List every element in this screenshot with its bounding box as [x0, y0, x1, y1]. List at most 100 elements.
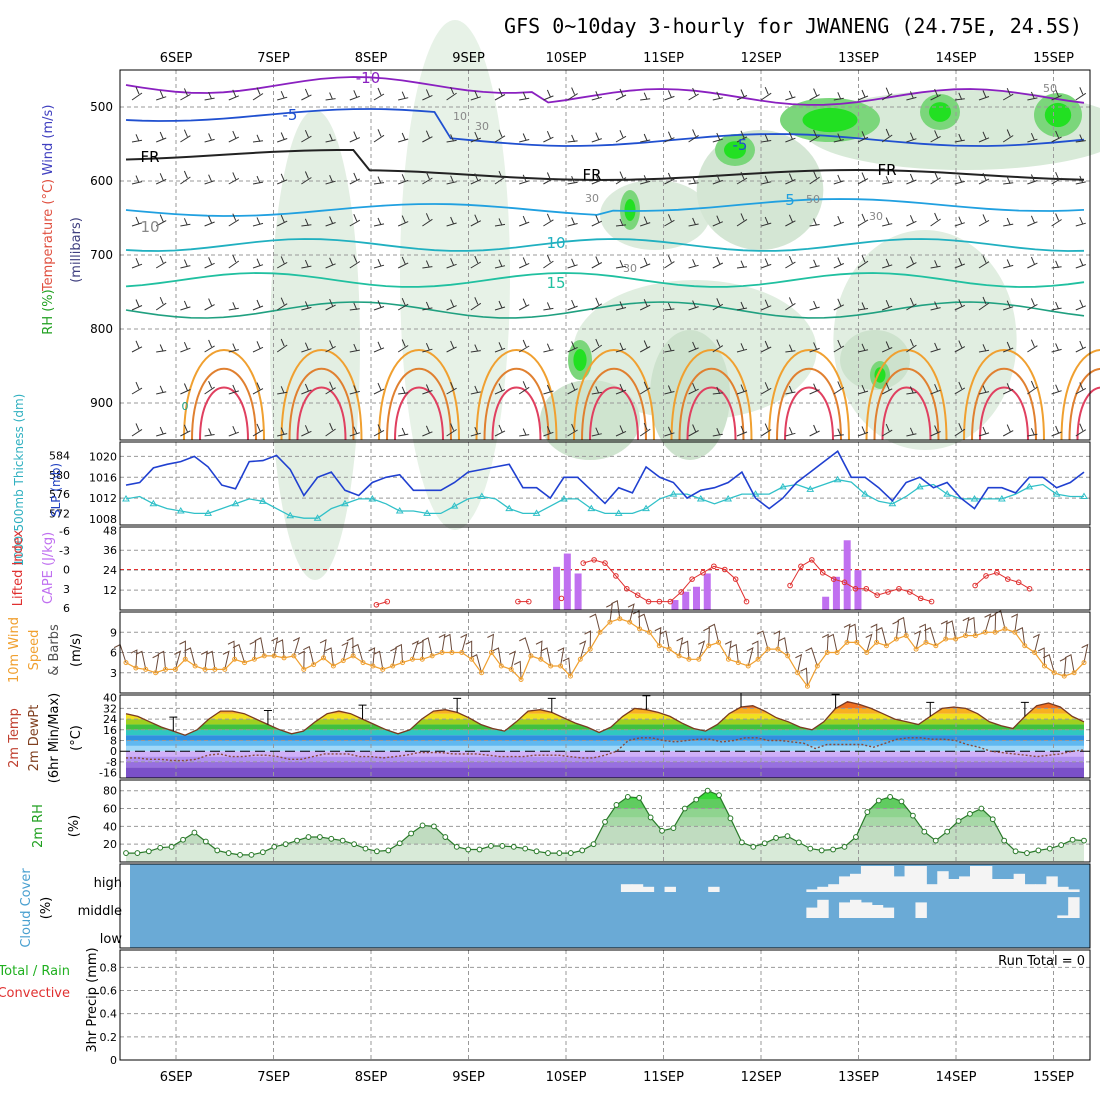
wind-barb-10m	[729, 643, 739, 663]
wind-barb	[761, 134, 772, 143]
contour-label: FR	[877, 161, 896, 179]
wind-barb	[204, 257, 215, 269]
wind-barb	[543, 302, 554, 311]
thickness-marker	[532, 509, 541, 516]
contour-label: FR	[140, 148, 159, 166]
precip-frame	[119, 949, 1091, 1061]
wind-marker	[874, 639, 880, 645]
wind-barb	[180, 170, 191, 185]
wind-barb-10m	[914, 630, 921, 650]
wind-barb	[1051, 425, 1062, 437]
thickness-marker	[423, 509, 431, 516]
thickness-marker	[204, 509, 212, 516]
wind-barb	[156, 131, 167, 143]
wind-barb	[228, 426, 239, 437]
wind-barb	[712, 386, 723, 395]
wind-barb-10m	[1037, 647, 1045, 667]
wind-barb	[954, 381, 966, 395]
rh-marker	[784, 833, 791, 840]
wind-marker	[893, 636, 899, 642]
thickness-marker	[806, 485, 815, 492]
date-label-bottom: 9SEP	[452, 1070, 485, 1085]
rh-marker	[134, 850, 141, 856]
wind-barb	[591, 386, 602, 395]
thickness-marker	[998, 494, 1006, 502]
wind-barb	[761, 258, 772, 269]
li-marker	[700, 569, 706, 576]
wind-barb	[736, 301, 748, 311]
thickness-marker	[149, 499, 158, 507]
thickness-marker	[888, 499, 897, 507]
wind-barb-10m	[443, 633, 453, 653]
li-marker	[602, 560, 608, 566]
wind-barb	[1051, 89, 1062, 101]
rh-shade-max	[624, 199, 636, 221]
label-rh2m: 2m RH	[31, 804, 46, 848]
wind-marker	[212, 666, 218, 672]
precip-panel: 0 0.2 0.4 0.6 0.8	[100, 949, 1091, 1067]
cape-bar	[553, 566, 561, 610]
boundary-isotherm	[288, 367, 355, 441]
wind-marker	[488, 650, 494, 655]
wind-barb-10m	[179, 640, 186, 660]
rh-marker	[841, 843, 848, 850]
rh-marker	[191, 829, 198, 836]
cloud-high-bar	[860, 866, 873, 892]
wind-barb	[156, 344, 167, 353]
minmax-bar	[169, 716, 178, 732]
tick-label: -6	[59, 525, 70, 538]
wind-barb	[494, 342, 506, 353]
cloud-background	[130, 864, 1090, 948]
wind-barb	[881, 87, 893, 101]
wind-barb	[930, 171, 941, 185]
wind-marker	[538, 656, 544, 662]
boundary-isotherm	[963, 349, 1045, 441]
tick-label: 572	[49, 507, 70, 520]
wind-barb	[833, 133, 844, 143]
wind-barb-10m	[346, 637, 354, 656]
wind-marker	[716, 639, 722, 645]
tick-label: 800	[90, 322, 113, 336]
wind-barb	[664, 214, 675, 227]
rh-marker	[282, 841, 289, 848]
wind-barb	[131, 134, 143, 143]
wind-marker	[656, 643, 662, 649]
wind-barb	[1051, 384, 1062, 395]
wind-marker	[1051, 670, 1057, 676]
wind-barb	[204, 381, 215, 395]
wind-barb	[325, 422, 336, 437]
wind-barb	[373, 217, 385, 227]
cloud-high-bar	[1024, 884, 1036, 892]
wind-barb	[1075, 217, 1086, 227]
wind-barb	[519, 92, 530, 101]
wind-barb-10m	[848, 623, 858, 643]
wind-barb	[785, 173, 796, 185]
wind-marker	[548, 663, 554, 669]
wind-marker	[1071, 670, 1077, 676]
cloud-mid-bar	[1068, 897, 1080, 918]
wind-barb-10m	[584, 630, 592, 650]
rh-marker	[419, 822, 426, 829]
thickness-marker	[176, 506, 185, 514]
thickness-marker	[1052, 490, 1061, 497]
wind-barb	[518, 381, 530, 395]
chart-title: GFS 0~10day 3-hourly for JWANENG (24.75E…	[504, 14, 1082, 38]
wind-barb	[1002, 88, 1014, 101]
wind-barb	[543, 131, 554, 143]
temp-frame	[119, 694, 1091, 779]
rh-marker	[944, 828, 951, 835]
wind-barb	[833, 381, 845, 395]
wind-barb	[349, 302, 360, 311]
wind-barb-10m	[254, 637, 265, 656]
wind-barb	[978, 344, 990, 353]
wind-barb	[398, 132, 409, 143]
wind-barb	[228, 89, 239, 101]
wind-marker	[844, 639, 850, 645]
date-label-bottom: 12SEP	[741, 1070, 782, 1085]
wind-barb-10m	[276, 639, 285, 658]
wind-marker	[172, 666, 178, 672]
wind-marker	[350, 653, 356, 659]
rh-marker	[431, 823, 437, 830]
wind-barb	[615, 425, 627, 437]
wind-barb	[978, 255, 990, 269]
